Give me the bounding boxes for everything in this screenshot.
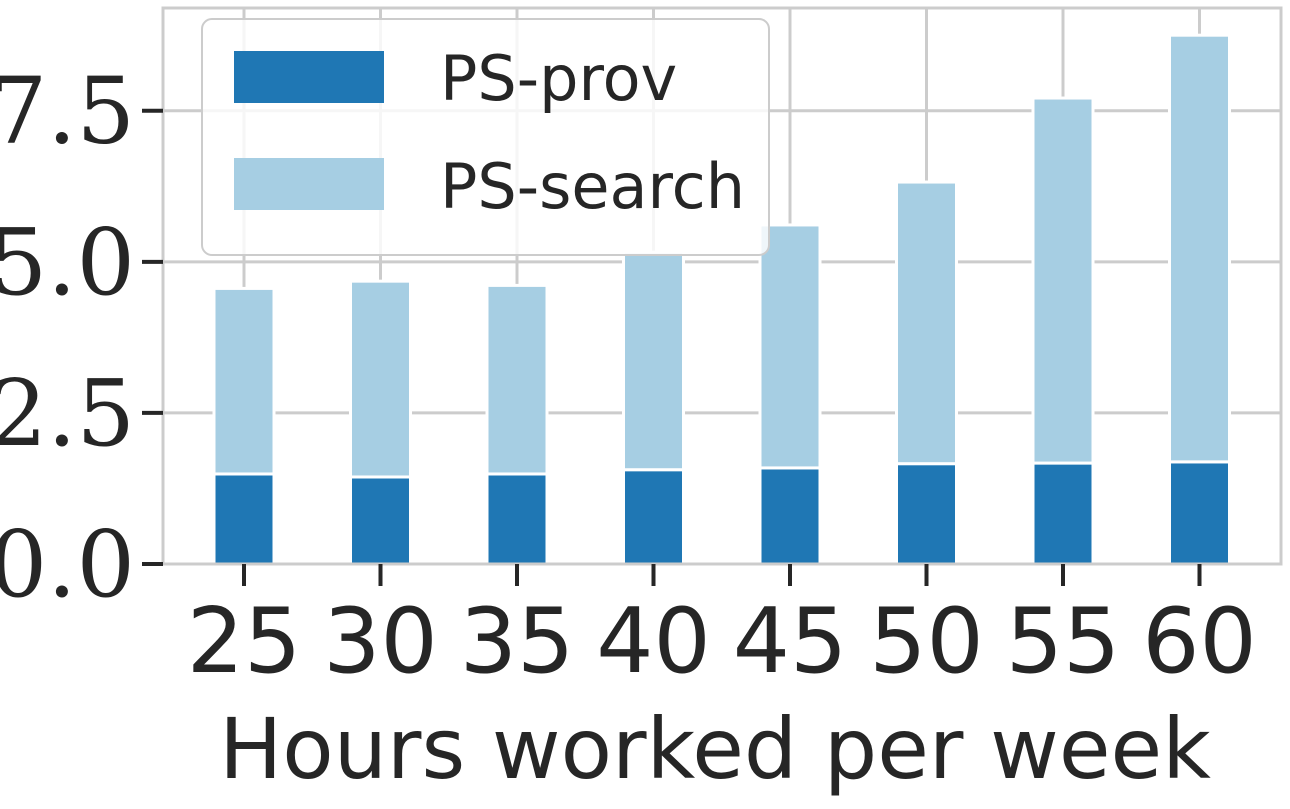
x-tick-label: 30 [323, 589, 438, 694]
legend-label-ps-search: PS-search [440, 150, 745, 223]
x-axis-title: Hours worked per week [219, 700, 1211, 798]
bar-ps-search-40 [622, 250, 685, 472]
bar-ps-search-45 [758, 223, 822, 470]
bar-ps-prov-60 [1168, 460, 1231, 566]
legend-swatch-ps-search [234, 158, 384, 210]
y-tick-label: 7.5 [0, 58, 135, 165]
bar-ps-prov-30 [349, 475, 412, 566]
bar-ps-prov-40 [622, 468, 685, 566]
bar-ps-search-60 [1168, 33, 1231, 464]
legend-label-ps-prov: PS-prov [440, 42, 677, 115]
y-tick-label: 2.5 [0, 360, 135, 467]
bars [212, 33, 1231, 566]
bar-ps-prov-35 [485, 472, 549, 566]
bar-ps-search-55 [1031, 96, 1095, 465]
bar-ps-search-25 [212, 286, 276, 476]
legend-swatch-ps-prov [234, 51, 384, 103]
x-tick-label: 40 [596, 589, 711, 694]
x-tick-label: 55 [1006, 589, 1121, 694]
bar-ps-search-50 [895, 180, 958, 466]
bar-ps-prov-55 [1031, 461, 1095, 566]
x-tick-label: 45 [733, 589, 848, 694]
bar-ps-prov-25 [212, 472, 276, 566]
plot-frame [161, 6, 1283, 566]
bar-ps-prov-45 [758, 466, 822, 566]
bar-ps-search-30 [349, 279, 412, 479]
x-tick-label: 50 [869, 589, 984, 694]
y-tick-label: 0.0 [0, 511, 135, 618]
x-tick-label: 25 [187, 589, 302, 694]
y-tick-label: 5.0 [0, 209, 135, 316]
bar-ps-prov-50 [895, 462, 958, 566]
legend: PS-prov PS-search [201, 18, 770, 256]
x-tick-label: 35 [460, 589, 575, 694]
y-axis: 0.0 2.5 5.0 7.5 [0, 58, 163, 618]
x-axis: 25 30 35 40 45 50 55 60 [187, 564, 1257, 694]
bar-ps-search-35 [485, 283, 549, 476]
x-tick-label: 60 [1142, 589, 1257, 694]
